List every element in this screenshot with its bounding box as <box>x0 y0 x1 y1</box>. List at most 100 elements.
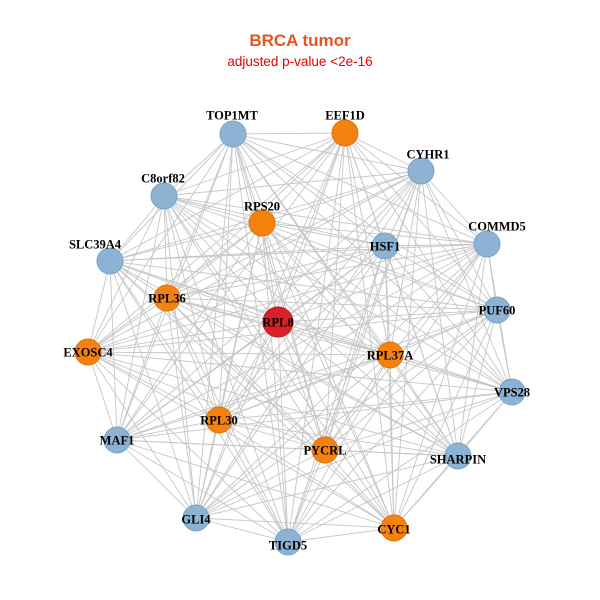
graph-edge <box>116 222 263 441</box>
graph-edge <box>324 132 346 451</box>
graph-edge <box>389 354 395 529</box>
graph-edge <box>389 354 459 457</box>
graph-node-COMMD5 <box>473 230 501 258</box>
graph-edge <box>232 133 386 247</box>
graph-node-SHARPIN <box>444 442 472 470</box>
node-label-RPL37A: RPL37A <box>367 349 414 363</box>
graph-edge <box>116 321 279 441</box>
graph-edge <box>166 297 459 457</box>
graph-edge <box>287 245 386 543</box>
node-layer <box>74 119 526 556</box>
plot-title: BRCA tumor <box>249 31 351 50</box>
graph-node-SLC39A4 <box>96 247 124 275</box>
graph-node-EXOSC4 <box>74 338 102 366</box>
graph-edge <box>389 243 488 356</box>
graph-edge <box>87 297 168 353</box>
graph-edge <box>287 243 488 543</box>
graph-edge <box>166 245 386 299</box>
node-label-MAF1: MAF1 <box>100 434 135 448</box>
node-label-SHARPIN: SHARPIN <box>430 453 486 467</box>
graph-edge <box>324 449 395 529</box>
graph-node-EEF1D <box>331 119 359 147</box>
graph-edge <box>232 133 395 529</box>
node-label-CYC1: CYC1 <box>377 523 410 537</box>
graph-node-PUF60 <box>483 296 511 324</box>
graph-edge <box>218 245 386 421</box>
node-label-RPL8: RPL8 <box>262 316 293 330</box>
graph-edge <box>344 132 488 245</box>
graph-edge <box>287 354 391 543</box>
graph-edge <box>116 132 346 441</box>
graph-edge <box>344 132 391 356</box>
graph-edge <box>109 260 498 311</box>
graph-node-PYCRL <box>311 436 339 464</box>
graph-edge <box>344 132 422 172</box>
graph-edge <box>218 419 459 457</box>
graph-edge <box>163 195 263 224</box>
graph-edge <box>87 321 279 353</box>
graph-edge <box>261 222 279 323</box>
graph-edge <box>109 260 220 421</box>
graph-edge <box>116 439 289 543</box>
graph-edge <box>277 243 488 323</box>
graph-edge <box>166 297 220 421</box>
graph-edge <box>195 449 326 519</box>
graph-edge <box>261 222 386 247</box>
node-label-TIGD5: TIGD5 <box>269 539 307 553</box>
node-label-GLI4: GLI4 <box>181 513 211 527</box>
graph-edge <box>87 260 111 353</box>
graph-edge <box>116 354 391 441</box>
graph-edge <box>195 245 386 519</box>
graph-edge <box>324 245 386 451</box>
graph-edge <box>287 449 326 543</box>
graph-edge <box>166 243 488 299</box>
graph-edge <box>277 321 289 543</box>
node-label-PYCRL: PYCRL <box>303 444 346 458</box>
graph-edge <box>195 243 488 519</box>
graph-edge <box>87 351 220 421</box>
graph-edge <box>166 297 279 323</box>
graph-edge <box>384 245 498 311</box>
graph-edge <box>109 243 488 262</box>
graph-node-VPS28 <box>498 378 526 406</box>
graph-edge <box>218 170 422 421</box>
graph-node-CYHR1 <box>407 157 435 185</box>
graph-edge <box>324 170 422 451</box>
graph-edge <box>116 243 488 441</box>
node-label-RPS20: RPS20 <box>244 200 280 214</box>
graph-edge <box>232 132 346 135</box>
graph-edge <box>261 132 346 224</box>
graph-node-TOP1MT <box>219 120 247 148</box>
graph-edge <box>287 391 513 543</box>
graph-edge <box>87 351 459 457</box>
graph-edge <box>287 309 498 543</box>
graph-edge <box>393 243 488 529</box>
graph-edge <box>384 170 422 247</box>
node-label-CYHR1: CYHR1 <box>406 148 449 162</box>
graph-edge <box>218 419 326 451</box>
graph-edge <box>218 321 279 421</box>
graph-edge <box>261 222 459 457</box>
graph-edge <box>287 527 395 543</box>
graph-edge <box>87 195 165 353</box>
graph-edge <box>457 309 498 457</box>
graph-node-MAF1 <box>103 426 131 454</box>
graph-edge <box>195 321 279 519</box>
graph-node-RPS20 <box>248 209 276 237</box>
graph-edge <box>163 195 197 519</box>
graph-edge <box>195 517 289 543</box>
graph-edge <box>420 170 498 311</box>
graph-edge <box>261 222 326 451</box>
graph-node-CYC1 <box>380 514 408 542</box>
graph-edge <box>166 297 197 519</box>
graph-node-RPL30 <box>205 406 233 434</box>
graph-edge <box>163 132 346 197</box>
graph-edge <box>195 455 459 519</box>
graph-edge <box>163 195 326 451</box>
graph-edge <box>261 222 395 529</box>
graph-edge <box>87 351 326 451</box>
graph-edge <box>87 351 289 543</box>
node-label-COMMD5: COMMD5 <box>468 220 526 234</box>
node-label-HSF1: HSF1 <box>370 240 401 254</box>
